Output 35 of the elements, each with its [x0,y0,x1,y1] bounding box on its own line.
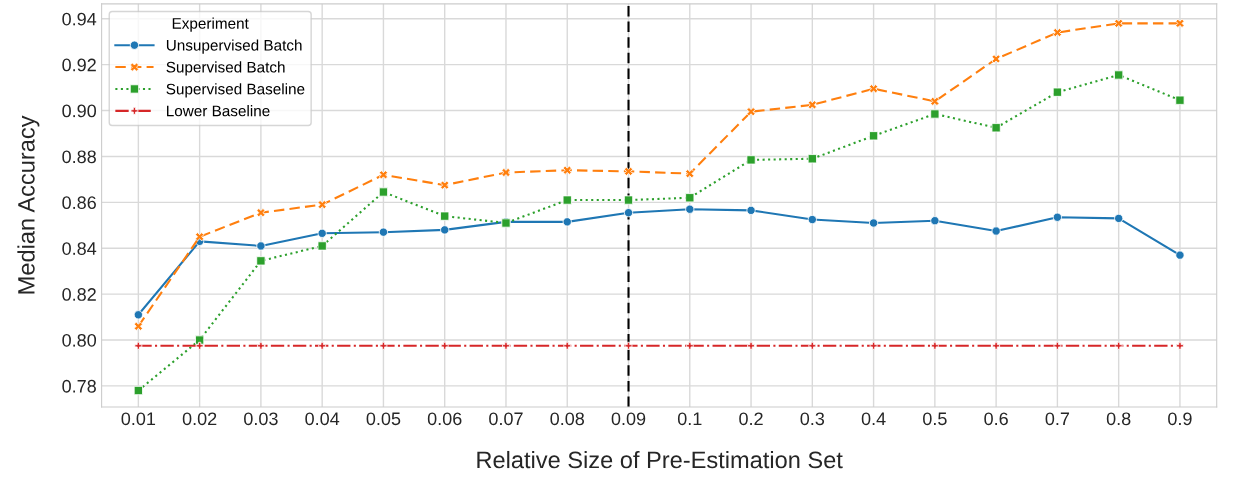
x-tick-label: 0.03 [244,412,278,426]
y-tick-label: 0.90 [62,104,97,118]
x-tick-label: 0.05 [366,412,401,426]
legend-label: Lower Baseline [167,105,270,117]
point [133,385,143,396]
x-axis-title: Relative Size of Pre-Estimation Set [477,450,843,469]
y-tick-label: 0.78 [62,379,96,393]
x-tick-label: 0.04 [305,412,340,426]
x-tick-label: 0.01 [121,412,156,426]
x-tick-label: 0.9 [1168,412,1192,426]
y-tick-label: 0.80 [62,333,97,347]
x-tick-label: 0.8 [1106,412,1131,426]
legend-label: Supervised Batch [166,61,285,76]
x-tick-label: 0.7 [1045,412,1070,426]
x-tick-label: 0.6 [984,412,1008,426]
x-tick-label: 0.02 [182,412,217,426]
legend-label: Supervised Baseline [166,83,305,98]
legend-label: Unsupervised Batch [166,39,302,54]
y-axis-title: Median Accuracy [17,115,40,294]
y-tick-label: 0.86 [62,196,96,210]
y-tick-label: 0.88 [62,150,96,164]
y-tick-label: 0.92 [62,58,96,72]
x-tick-label: 0.4 [861,412,886,426]
y-tick-label: 0.84 [62,242,97,255]
y-tick-label: 0.82 [62,288,96,301]
x-tick-label: 0.06 [427,412,462,426]
y-tick-label: 0.94 [62,12,97,26]
x-tick-label: 0.07 [489,412,523,426]
x-tick-label: 0.3 [800,412,825,426]
x-tick-label: 0.08 [550,412,585,426]
x-tick-label: 0.2 [739,412,763,426]
legend-title: Experiment [172,17,249,32]
x-tick-label: 0.09 [611,412,646,426]
x-tick-label: 0.1 [677,412,702,426]
x-tick-label: 0.5 [923,412,947,426]
